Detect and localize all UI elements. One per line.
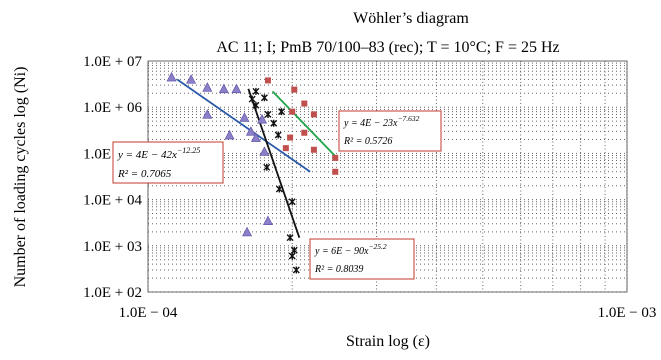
r-squared-black: R² = 0.5726 — [343, 136, 392, 147]
triangle-marker — [218, 83, 229, 94]
y-tick-label: 1.0E + 03 — [83, 239, 142, 255]
square-marker — [332, 154, 339, 161]
r-squared-green: R² = 0.8039 — [314, 264, 363, 275]
triangle-marker — [231, 83, 242, 94]
equation-exponent: −12.25 — [177, 146, 200, 155]
x-marker — [286, 234, 294, 242]
x-marker — [264, 110, 272, 118]
y-axis-label: Number of loading cycles log (Ni) — [12, 67, 29, 288]
x-marker — [263, 163, 271, 171]
equation-exponent: −7.632 — [397, 114, 419, 123]
square-marker — [287, 134, 294, 141]
equation-text-black: y = 4E − 23x−7.632 — [343, 114, 420, 129]
equation-exponent: −25.2 — [368, 242, 386, 251]
triangle-marker — [262, 215, 273, 225]
triangle-marker — [257, 114, 268, 124]
square-marker — [291, 86, 298, 93]
x-marker — [288, 198, 296, 206]
x-marker — [248, 95, 256, 103]
fit-line — [271, 90, 338, 159]
r-squared-blue: R² = 0.7065 — [117, 168, 172, 180]
x-marker — [292, 266, 300, 274]
triangle-marker — [186, 74, 197, 84]
square-marker — [301, 129, 308, 136]
triangle-marker — [242, 226, 253, 237]
x-tick-label: 1.0E − 04 — [119, 305, 178, 321]
triangle-marker — [259, 146, 270, 156]
equation-box-border — [112, 141, 224, 184]
equation-text-green: y = 6E − 90x−25.2 — [314, 242, 387, 257]
y-tick-label: 1.0E + 02 — [83, 285, 142, 301]
chart-title: Wöhler’s diagram — [353, 10, 469, 27]
x-marker — [270, 119, 278, 127]
equation-main: y = 4E − 23x — [343, 118, 398, 129]
y-tick-labels: 1.0E + 071.0E + 061.0E + 051.0E + 041.0E… — [83, 54, 142, 301]
equation-box-border — [309, 238, 415, 280]
equation-box-border — [338, 110, 442, 152]
equation-box-green: y = 6E − 90x−25.2 R² = 0.8039 — [309, 238, 415, 280]
triangle-marker — [202, 109, 213, 119]
x-marker — [252, 87, 260, 95]
equation-text-blue: y = 4E − 42x−12.25 — [117, 146, 200, 161]
square-marker — [289, 108, 296, 115]
triangle-marker — [245, 126, 256, 136]
x-marker — [278, 108, 286, 116]
triangle-marker — [202, 82, 213, 92]
fit-line — [247, 88, 301, 238]
equation-box-black: y = 4E − 23x−7.632 R² = 0.5726 — [338, 110, 442, 152]
x-tick-label: 1.0E − 03 — [598, 305, 657, 321]
x-marker — [290, 246, 298, 254]
y-tick-label: 1.0E + 06 — [83, 100, 142, 116]
square-marker — [264, 77, 271, 84]
square-marker — [310, 146, 317, 153]
x-marker — [288, 252, 296, 260]
equation-box-blue: y = 4E − 42x−12.25 R² = 0.7065 — [112, 141, 224, 184]
square-marker — [332, 168, 339, 175]
data-markers — [166, 71, 339, 274]
x-axis-label: Strain log (ε) — [346, 333, 430, 350]
y-tick-label: 1.0E + 07 — [83, 54, 142, 70]
square-marker — [282, 145, 289, 152]
fit-lines — [176, 78, 338, 238]
x-tick-labels: 1.0E − 04 1.0E − 03 — [119, 305, 657, 321]
x-marker — [274, 131, 282, 139]
x-marker — [252, 101, 260, 109]
square-marker — [310, 111, 317, 118]
equation-main: y = 6E − 90x — [314, 246, 369, 257]
triangle-marker — [224, 129, 235, 140]
square-marker — [301, 100, 308, 107]
fit-line — [176, 78, 311, 173]
triangle-marker — [239, 112, 250, 122]
triangle-marker — [166, 71, 177, 82]
equation-main: y = 4E − 42x — [117, 149, 177, 161]
triangle-marker — [250, 132, 261, 142]
y-tick-label: 1.0E + 04 — [83, 193, 142, 209]
x-marker — [260, 94, 268, 102]
x-marker — [275, 185, 283, 193]
chart-subtitle: AC 11; I; PmB 70/100–83 (rec); T = 10°C;… — [216, 39, 559, 56]
